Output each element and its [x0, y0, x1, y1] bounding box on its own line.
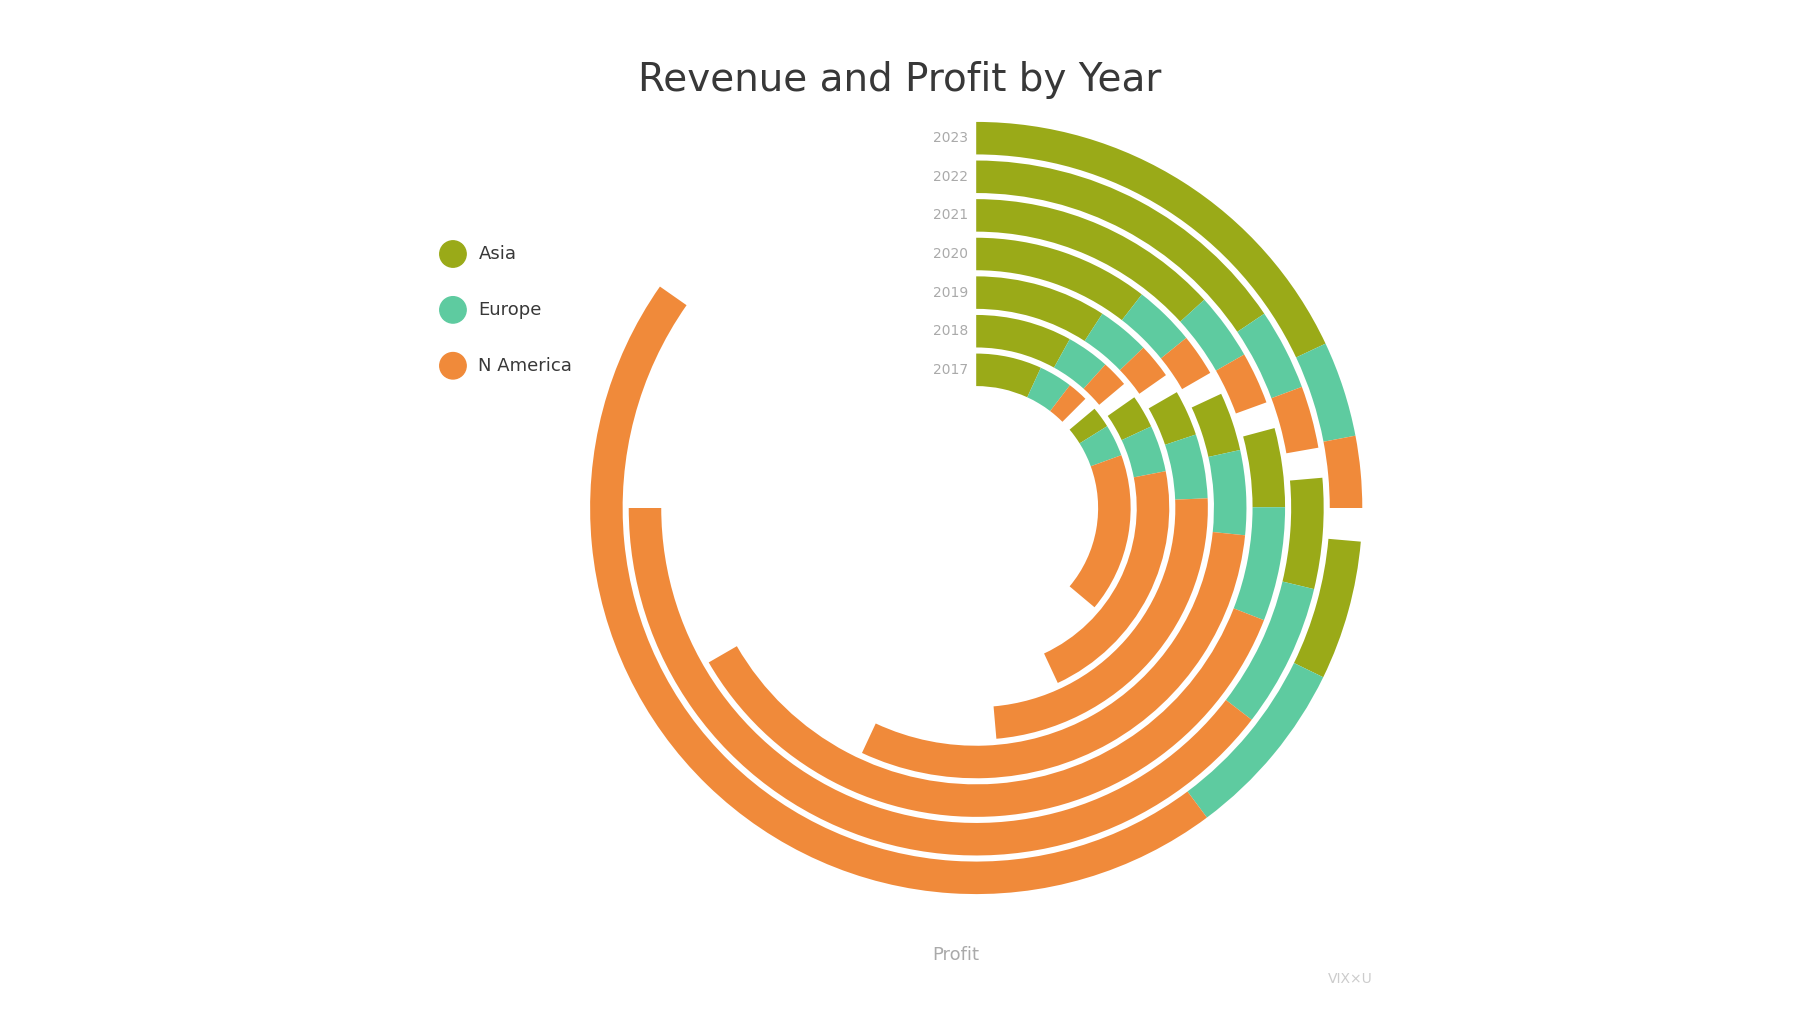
- Wedge shape: [976, 122, 1325, 358]
- Wedge shape: [1294, 538, 1361, 678]
- Wedge shape: [1055, 339, 1105, 389]
- Wedge shape: [1165, 435, 1208, 500]
- Wedge shape: [994, 498, 1208, 739]
- Text: Revenue and Profit by Year: Revenue and Profit by Year: [639, 61, 1161, 99]
- Text: Europe: Europe: [479, 301, 542, 319]
- Wedge shape: [976, 161, 1264, 332]
- Wedge shape: [1323, 436, 1363, 508]
- Wedge shape: [1028, 368, 1069, 411]
- Text: VIX×U: VIX×U: [1328, 971, 1372, 986]
- Wedge shape: [1188, 663, 1323, 818]
- Wedge shape: [1069, 455, 1130, 608]
- Wedge shape: [976, 354, 1040, 397]
- Wedge shape: [1085, 314, 1143, 370]
- Text: 2022: 2022: [932, 170, 968, 184]
- Wedge shape: [1237, 314, 1301, 398]
- Wedge shape: [1044, 471, 1170, 683]
- Text: Asia: Asia: [479, 245, 517, 263]
- Text: N America: N America: [479, 357, 572, 375]
- Wedge shape: [1226, 581, 1314, 719]
- Wedge shape: [1282, 478, 1323, 589]
- Wedge shape: [628, 508, 1251, 855]
- Wedge shape: [1049, 385, 1085, 422]
- Text: 2017: 2017: [932, 363, 968, 377]
- Wedge shape: [976, 238, 1141, 320]
- Wedge shape: [1148, 392, 1195, 445]
- Text: 2019: 2019: [932, 285, 968, 300]
- Wedge shape: [1080, 426, 1121, 466]
- Circle shape: [439, 353, 466, 379]
- Text: 2018: 2018: [932, 324, 968, 338]
- Wedge shape: [1271, 387, 1318, 453]
- Wedge shape: [1244, 428, 1285, 507]
- Wedge shape: [1161, 338, 1210, 389]
- Wedge shape: [976, 199, 1204, 322]
- Wedge shape: [1208, 450, 1246, 535]
- Wedge shape: [1233, 507, 1285, 620]
- Wedge shape: [590, 287, 1208, 894]
- Circle shape: [439, 241, 466, 267]
- Wedge shape: [1181, 300, 1244, 371]
- Wedge shape: [1120, 347, 1166, 394]
- Wedge shape: [976, 276, 1102, 341]
- Wedge shape: [1121, 295, 1186, 359]
- Wedge shape: [1084, 365, 1123, 404]
- Circle shape: [439, 297, 466, 323]
- Wedge shape: [1217, 355, 1267, 414]
- Wedge shape: [976, 315, 1069, 368]
- Text: 2023: 2023: [932, 131, 968, 145]
- Wedge shape: [1107, 397, 1152, 440]
- Wedge shape: [709, 609, 1264, 817]
- Text: Profit: Profit: [932, 946, 979, 964]
- Wedge shape: [1121, 427, 1166, 478]
- Wedge shape: [1192, 394, 1240, 457]
- Wedge shape: [862, 532, 1246, 778]
- Wedge shape: [1069, 408, 1107, 443]
- Text: 2021: 2021: [932, 208, 968, 223]
- Text: 2020: 2020: [932, 247, 968, 261]
- Wedge shape: [1296, 343, 1355, 442]
